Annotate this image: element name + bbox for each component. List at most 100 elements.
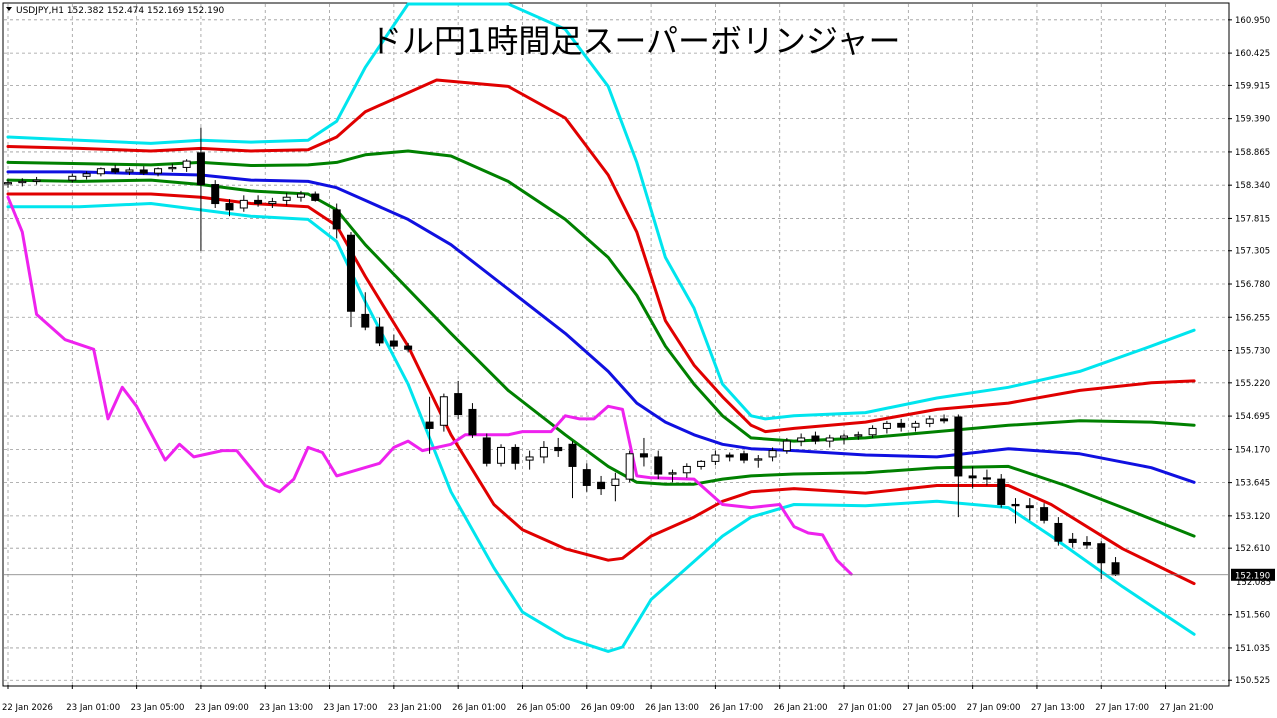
x-tick-label: 26 Jan 09:00 <box>581 703 635 713</box>
x-tick-label: 23 Jan 17:00 <box>324 703 378 713</box>
candle-up <box>840 435 849 439</box>
candle-up <box>68 175 77 181</box>
candle-down <box>196 152 205 186</box>
candle-up <box>439 396 448 426</box>
candle-down <box>811 435 820 442</box>
x-tick-label: 26 Jan 13:00 <box>645 703 699 713</box>
candle-up <box>125 169 134 173</box>
series-line-0 <box>6 2 1196 421</box>
x-tick-label: 27 Jan 05:00 <box>902 703 956 713</box>
candle-up <box>868 427 877 436</box>
chart-frame <box>2 2 1230 687</box>
candle-up <box>539 446 548 458</box>
x-tick-label: 23 Jan 09:00 <box>195 703 249 713</box>
symbol-menu-icon[interactable] <box>6 7 12 11</box>
candle-down <box>897 422 906 428</box>
series-line-3 <box>6 170 1196 484</box>
x-tick-label: 27 Jan 09:00 <box>967 703 1021 713</box>
candle-down <box>482 437 491 464</box>
candle-up <box>182 160 191 168</box>
y-tick-label: 158.865 <box>1235 148 1270 158</box>
candle-down <box>404 345 413 350</box>
candle-up <box>154 168 163 174</box>
y-tick-label: 151.035 <box>1235 644 1270 654</box>
candle-up <box>168 166 177 170</box>
candle-up <box>925 418 934 424</box>
candle-up <box>882 422 891 429</box>
candle-down <box>454 393 463 416</box>
y-tick-label: 155.220 <box>1235 379 1270 389</box>
candle-up <box>668 472 677 475</box>
candle-down <box>346 234 355 312</box>
y-tick-label: 158.340 <box>1235 181 1270 191</box>
candle-up <box>611 478 620 486</box>
candle-down <box>1111 562 1120 576</box>
y-tick-label: 160.950 <box>1235 16 1270 26</box>
candle-up <box>268 201 277 205</box>
candle-up <box>18 180 27 184</box>
candle-down <box>582 469 591 486</box>
candle-down <box>1082 541 1091 546</box>
candle-up <box>911 422 920 428</box>
x-tick-label: 23 Jan 21:00 <box>388 703 442 713</box>
candle-down <box>361 313 370 328</box>
candle-up <box>711 454 720 462</box>
candle-up <box>82 173 91 177</box>
candle-down <box>1068 538 1077 543</box>
candle-down <box>332 209 341 230</box>
candle-up <box>682 465 691 474</box>
candle-up <box>296 193 305 198</box>
candle-up <box>525 456 534 461</box>
x-tick-label: 23 Jan 05:00 <box>131 703 185 713</box>
candle-up <box>625 453 634 480</box>
time-axis: 22 Jan 2026 23 Jan 01:00 23 Jan 05:00 23 Ja… <box>2 685 1213 713</box>
candle-down <box>111 168 120 173</box>
series-line-6 <box>6 202 1196 653</box>
candle-down <box>375 326 384 344</box>
x-tick-label: 26 Jan 01:00 <box>452 703 506 713</box>
candle-down <box>654 456 663 475</box>
candle-down <box>954 416 963 477</box>
y-tick-label: 151.560 <box>1235 611 1270 621</box>
candle-up <box>32 179 41 182</box>
candle-down <box>511 446 520 464</box>
x-tick-label: 23 Jan 01:00 <box>66 703 120 713</box>
y-tick-label: 159.915 <box>1235 81 1270 91</box>
current-price-tag: 152.190 152.085 <box>1231 568 1275 588</box>
candle-up <box>697 460 706 467</box>
candle-up <box>768 450 777 458</box>
series-line-7 <box>6 195 853 576</box>
y-tick-label: 154.695 <box>1235 412 1270 422</box>
hidden-price-label: 152.085 <box>1236 578 1271 588</box>
candle-up <box>4 182 12 185</box>
candle-down <box>739 453 748 461</box>
series-line-4 <box>6 178 1196 538</box>
y-tick-label: 153.120 <box>1235 512 1270 522</box>
y-tick-label: 157.305 <box>1235 247 1270 257</box>
candle-down <box>254 199 263 205</box>
x-tick-label: 27 Jan 21:00 <box>1160 703 1214 713</box>
candle-down <box>1054 522 1063 542</box>
x-tick-label: 26 Jan 21:00 <box>774 703 828 713</box>
candle-up <box>754 458 763 461</box>
candle-down <box>940 418 949 422</box>
candle-down <box>997 478 1006 505</box>
candle-down <box>1097 543 1106 564</box>
candle-down <box>968 475 977 479</box>
y-tick-label: 160.425 <box>1235 49 1270 59</box>
y-tick-label: 157.815 <box>1235 214 1270 224</box>
candle-up <box>239 199 248 209</box>
x-tick-label: 27 Jan 01:00 <box>838 703 892 713</box>
y-tick-label: 159.390 <box>1235 115 1270 125</box>
current-price-label: 152.190 <box>1235 571 1270 581</box>
candle-down <box>425 421 434 429</box>
y-tick-label: 150.525 <box>1235 676 1270 686</box>
y-tick-label: 156.255 <box>1235 313 1270 323</box>
candle-up <box>282 196 291 201</box>
candle-up <box>825 437 834 442</box>
candle-up <box>782 440 791 452</box>
candle-down <box>554 446 563 452</box>
x-tick-label: 26 Jan 05:00 <box>516 703 570 713</box>
candle-down <box>568 443 577 467</box>
price-axis: 160.950 160.425 159.915 159.390 158.865 158.3… <box>1228 16 1270 686</box>
